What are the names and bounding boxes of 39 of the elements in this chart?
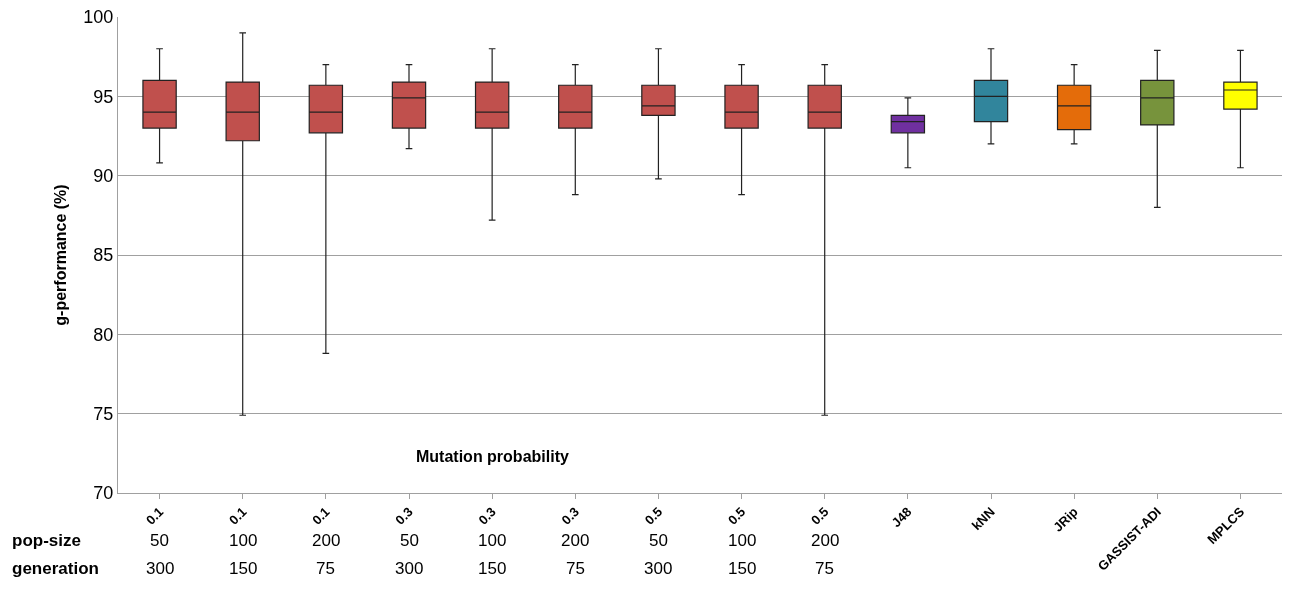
text: 150 [229, 559, 258, 578]
y-tick-label: 90 [93, 165, 114, 186]
text: 50 [649, 531, 668, 550]
text: 300 [644, 559, 673, 578]
y-axis-title: g-performance (%) [52, 184, 70, 326]
text: 75 [316, 559, 335, 578]
text: 200 [312, 531, 341, 550]
y-tick-label: 80 [93, 324, 114, 345]
text: 200 [561, 531, 590, 550]
y-tick-label: 100 [83, 7, 114, 28]
text: 75 [815, 559, 834, 578]
text: 300 [146, 559, 175, 578]
text: 100 [229, 531, 258, 550]
text: generation [12, 559, 99, 578]
x-tick-label: 0.1 [142, 504, 167, 528]
y-tick-label: 95 [93, 86, 114, 107]
x-tick-label: 0.1 [226, 504, 250, 528]
annotation: Mutation probability [416, 448, 569, 465]
x-tick-label: 0.1 [309, 504, 333, 528]
x-tick-label: 0.3 [392, 504, 416, 528]
text: 200 [811, 531, 840, 550]
text: 50 [400, 531, 419, 550]
text: 100 [728, 531, 757, 550]
y-tick-label: 70 [93, 483, 114, 504]
text: 100 [478, 531, 507, 550]
x-tick-label: 0.5 [724, 504, 749, 528]
x-tick-label: 0.3 [475, 504, 499, 528]
y-tick-label: 75 [93, 403, 114, 424]
text: 150 [728, 559, 757, 578]
x-tick-label: 0.3 [558, 504, 583, 528]
text: 150 [478, 559, 507, 578]
x-tick-label: 0.5 [808, 504, 832, 528]
x-tick-label: 0.5 [641, 504, 666, 528]
y-tick-label: 85 [93, 245, 114, 266]
text: 50 [150, 531, 169, 550]
x-tick-label: J48 [888, 504, 915, 531]
text: pop-size [12, 531, 81, 550]
text: 300 [395, 559, 424, 578]
text: 75 [566, 559, 585, 578]
